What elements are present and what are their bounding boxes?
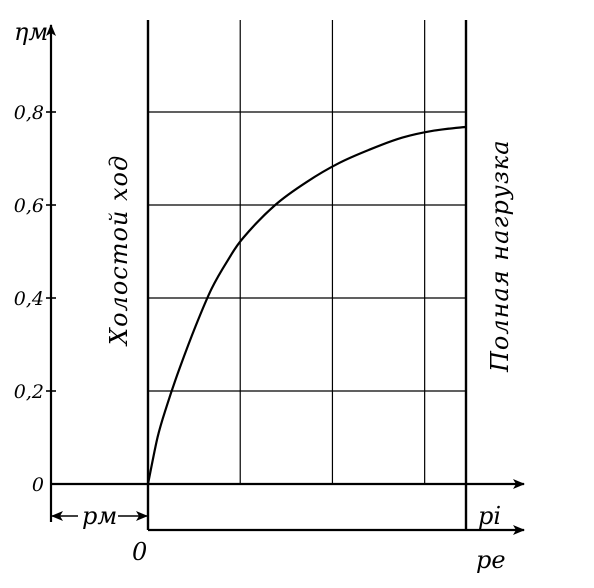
y-tick-label: 0,6 [14, 195, 44, 217]
plot-frame [146, 20, 468, 530]
y-tick-label: 0,8 [14, 102, 44, 124]
grid [46, 20, 466, 484]
x-axis-lower-label: pe [476, 546, 506, 574]
y-tick-label: 0,2 [14, 381, 44, 403]
y-tick-labels: 0 0,2 0,4 0,6 0,8 [14, 102, 44, 496]
y-tick-label: 0,4 [14, 288, 44, 310]
x-axis-upper-label: pi [478, 502, 501, 530]
efficiency-curve [146, 125, 467, 485]
y-tick-label: 0 [32, 474, 44, 496]
idle-annotation: Холостой ход [105, 155, 133, 347]
y-axis-label: ηм [14, 18, 48, 46]
friction-label: pм [82, 502, 117, 530]
full-load-annotation: Полная нагрузка [486, 139, 514, 373]
x-origin-label: 0 [132, 538, 147, 566]
